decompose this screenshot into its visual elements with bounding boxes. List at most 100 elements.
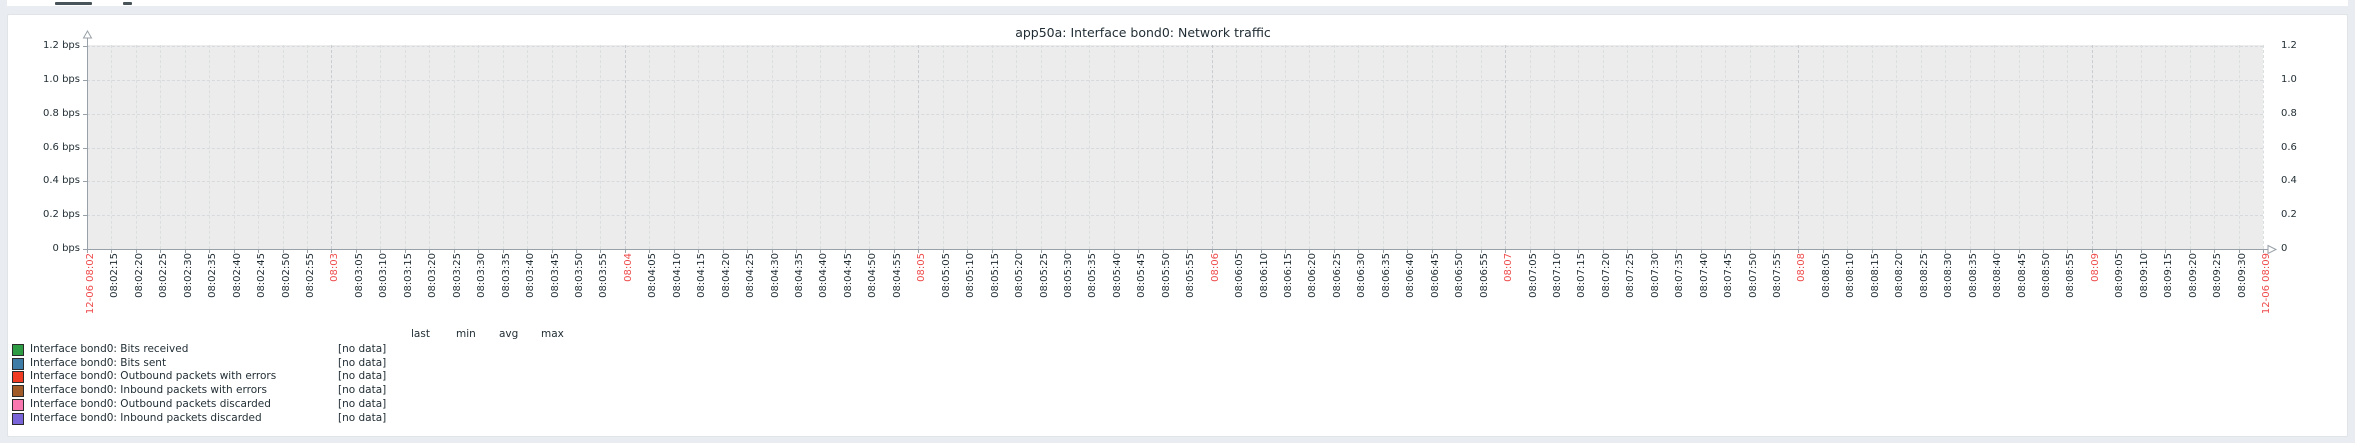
x-axis-label: 08:02:20: [134, 253, 145, 298]
x-tick-mark: [356, 250, 357, 253]
x-tick-mark: [918, 250, 919, 253]
x-tick-mark: [1041, 250, 1042, 253]
x-axis-label: 08:06:20: [1307, 253, 1318, 298]
x-axis-label: 08:04:20: [721, 253, 732, 298]
x-axis-label: 08:02:40: [232, 253, 243, 298]
v-gridline: [1456, 45, 1457, 249]
x-axis-label: 08:06:35: [1381, 253, 1392, 298]
x-axis-label: 08:03: [329, 253, 340, 282]
x-axis-label: 08:07:50: [1748, 253, 1759, 298]
network-traffic-graph: app50a: Interface bond0: Network traffic…: [8, 15, 2347, 436]
x-tick-mark: [185, 250, 186, 253]
x-tick-mark: [160, 250, 161, 253]
x-axis-label: 08:08:35: [1968, 253, 1979, 298]
v-gridline: [429, 45, 430, 249]
x-tick-mark: [723, 250, 724, 253]
x-axis-label: 08:05:05: [941, 253, 952, 298]
x-axis-label: 08:09:15: [2163, 253, 2174, 298]
x-axis-label: 08:05:25: [1039, 253, 1050, 298]
x-axis-label: 08:06:30: [1356, 253, 1367, 298]
v-gridline: [1701, 45, 1702, 249]
x-tick-mark: [576, 250, 577, 253]
x-tick-mark: [87, 250, 88, 253]
x-axis-label: 08:07:20: [1601, 253, 1612, 298]
h-gridline: [87, 181, 2263, 182]
x-tick-mark: [527, 250, 528, 253]
h-gridline: [87, 215, 2263, 216]
v-gridline: [527, 45, 528, 249]
y-tick-mark: [83, 46, 87, 47]
x-axis-label: 08:04:15: [696, 253, 707, 298]
legend-color-swatch: [12, 398, 24, 411]
legend-color-swatch: [12, 371, 24, 384]
x-axis-label: 08:06:25: [1332, 253, 1343, 298]
x-axis-label: 08:02:45: [256, 253, 267, 298]
v-gridline: [1309, 45, 1310, 249]
graph-card: app50a: Interface bond0: Network traffic…: [7, 14, 2348, 437]
x-axis-label: 08:02:50: [281, 253, 292, 298]
v-gridline: [674, 45, 675, 249]
x-axis-label: 08:08:30: [1943, 253, 1954, 298]
v-gridline: [503, 45, 504, 249]
x-axis-label: 08:05:10: [965, 253, 976, 298]
legend-row: Interface bond0: Bits sent [no data]: [8, 357, 608, 370]
v-gridline: [136, 45, 137, 249]
legend-item-value: [no data]: [338, 370, 387, 383]
y-axis-label-left: 1.0 bps: [43, 74, 80, 85]
x-tick-mark: [1089, 250, 1090, 253]
x-axis-label: 08:09:10: [2139, 253, 2150, 298]
x-tick-mark: [1212, 250, 1213, 253]
plot-area[interactable]: [87, 45, 2263, 249]
v-gridline: [1065, 45, 1066, 249]
x-axis-label: 08:07:05: [1528, 253, 1539, 298]
x-tick-mark: [674, 250, 675, 253]
v-gridline: [2165, 45, 2166, 249]
x-tick-mark: [747, 250, 748, 253]
x-tick-mark: [1285, 250, 1286, 253]
x-tick-mark: [1138, 250, 1139, 253]
x-axis-label: 08:03:20: [427, 253, 438, 298]
x-axis-label: 08:05:50: [1161, 253, 1172, 298]
y-axis-label-left: 0.2 bps: [43, 209, 80, 220]
x-axis-label: 08:03:35: [501, 253, 512, 298]
x-axis-label: 08:06:05: [1234, 253, 1245, 298]
v-gridline: [625, 45, 626, 249]
v-gridline: [1187, 45, 1188, 249]
x-axis-label: 08:06: [1210, 253, 1221, 282]
x-tick-mark: [1627, 250, 1628, 253]
x-axis-label: 08:02:35: [207, 253, 218, 298]
legend-item-label: Interface bond0: Bits sent: [30, 356, 167, 369]
x-axis-label: 08:04:50: [867, 253, 878, 298]
x-axis-line: [87, 249, 2271, 250]
x-tick-mark: [2043, 250, 2044, 253]
x-tick-mark: [1921, 250, 1922, 253]
x-axis-label: 08:04:30: [770, 253, 781, 298]
legend-color-swatch: [12, 412, 24, 425]
y-tick-mark: [83, 80, 87, 81]
x-axis-label: 08:04:55: [892, 253, 903, 298]
x-tick-mark: [1701, 250, 1702, 253]
x-tick-mark: [1187, 250, 1188, 253]
x-tick-mark: [1603, 250, 1604, 253]
v-gridline: [478, 45, 479, 249]
x-tick-mark: [1847, 250, 1848, 253]
v-gridline: [2067, 45, 2068, 249]
x-tick-mark: [1481, 250, 1482, 253]
v-gridline: [2116, 45, 2117, 249]
x-tick-mark: [1334, 250, 1335, 253]
x-axis-label: 08:09:25: [2212, 253, 2223, 298]
x-axis-label: 08:02:30: [183, 253, 194, 298]
v-gridline: [405, 45, 406, 249]
x-tick-mark: [552, 250, 553, 253]
x-axis-label: 08:09:20: [2188, 253, 2199, 298]
v-gridline: [772, 45, 773, 249]
x-tick-mark: [1261, 250, 1262, 253]
v-gridline: [2092, 45, 2093, 249]
x-tick-mark: [2116, 250, 2117, 253]
v-gridline: [992, 45, 993, 249]
x-tick-mark: [1823, 250, 1824, 253]
v-gridline: [1481, 45, 1482, 249]
v-gridline: [1603, 45, 1604, 249]
x-axis-label: 08:06:50: [1454, 253, 1465, 298]
x-axis-label: 08:08:05: [1821, 253, 1832, 298]
